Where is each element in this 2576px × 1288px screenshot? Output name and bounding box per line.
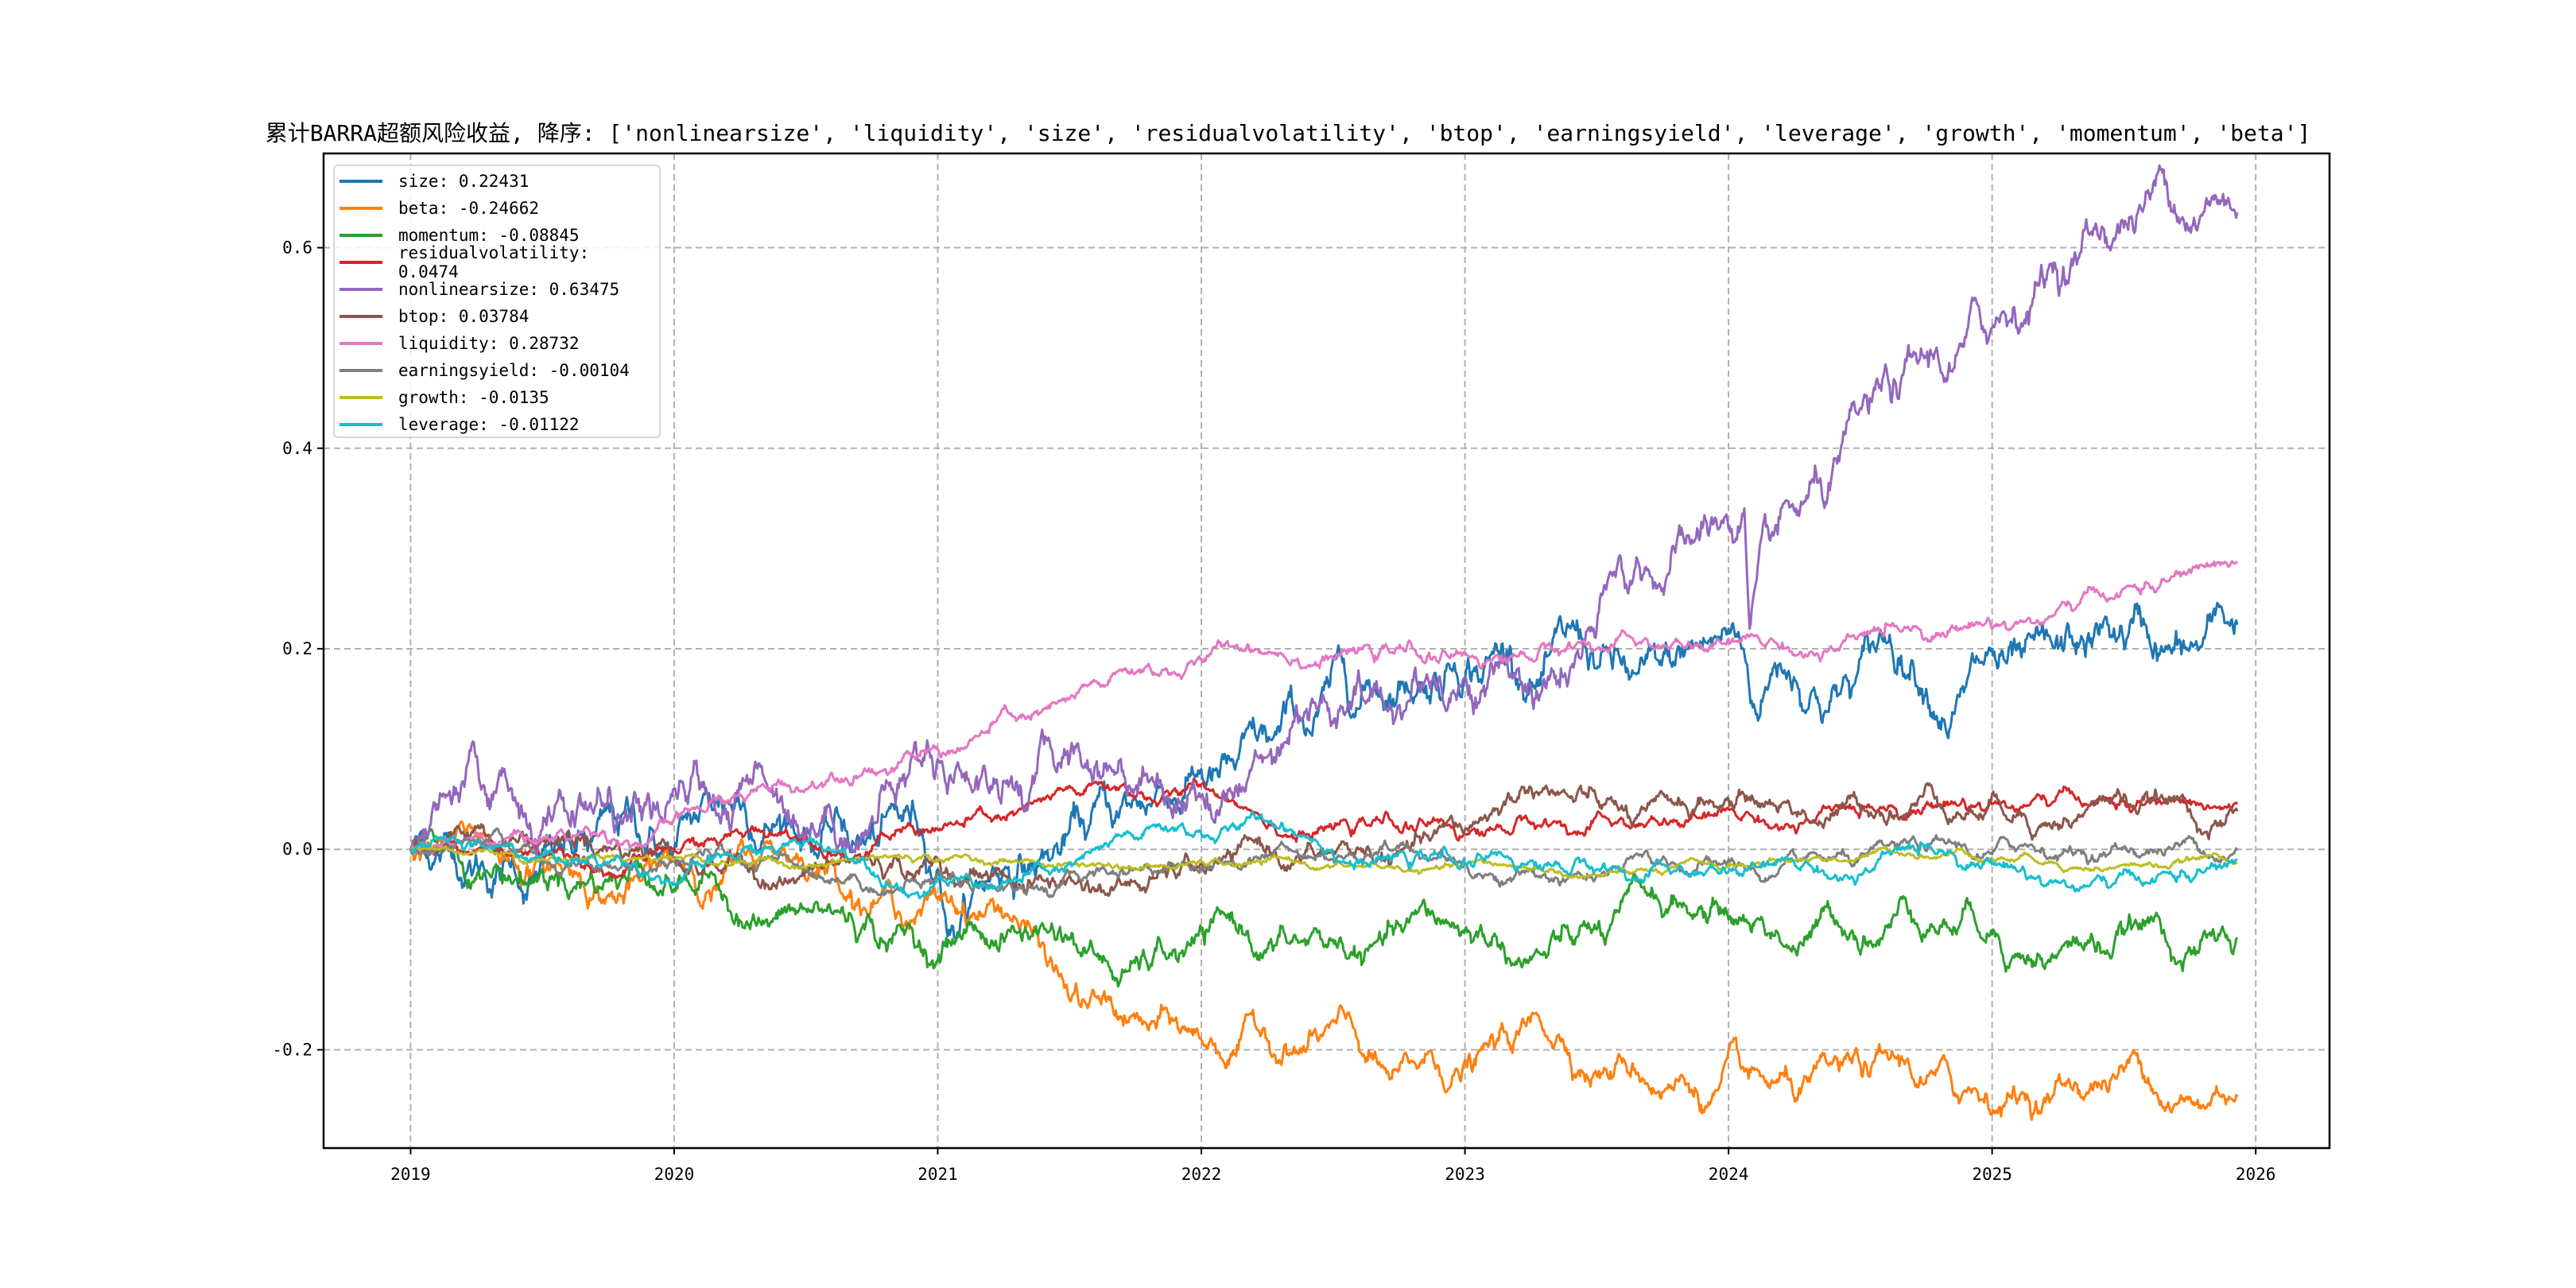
legend-label: btop: 0.03784 bbox=[398, 307, 530, 326]
plot-frame bbox=[322, 152, 2331, 1150]
y-tick-label: 0.4 bbox=[282, 439, 312, 458]
y-tick-label: 0.2 bbox=[282, 639, 312, 658]
y-tick-label: 0.6 bbox=[282, 239, 312, 258]
x-tick-label: 2022 bbox=[1181, 1165, 1222, 1184]
legend-item-residualvolatility: residualvolatility: 0.0474 bbox=[339, 243, 659, 281]
legend-item-btop: btop: 0.03784 bbox=[339, 303, 529, 330]
legend-item-momentum: momentum: -0.08845 bbox=[339, 222, 580, 249]
legend-item-beta: beta: -0.24662 bbox=[339, 195, 539, 222]
legend-swatch bbox=[339, 396, 382, 399]
legend-item-nonlinearsize: nonlinearsize: 0.63475 bbox=[339, 276, 619, 303]
legend: size: 0.22431 beta: -0.24662 momentum: -0.… bbox=[333, 165, 661, 438]
legend-swatch bbox=[339, 315, 382, 318]
x-axis: 2019 2020 2021 2022 2023 2024 2025 2026 bbox=[390, 1148, 2275, 1184]
legend-swatch bbox=[339, 288, 382, 291]
legend-label: size: 0.22431 bbox=[398, 172, 530, 191]
legend-label: earningsyield: -0.00104 bbox=[398, 361, 630, 380]
legend-swatch bbox=[339, 180, 382, 183]
legend-label: beta: -0.24662 bbox=[398, 199, 540, 218]
series-line-momentum bbox=[409, 828, 2239, 988]
series-line-size bbox=[409, 602, 2239, 942]
legend-swatch bbox=[339, 342, 382, 345]
series-lines bbox=[409, 164, 2239, 1121]
series-line-leverage bbox=[410, 810, 2238, 900]
legend-item-earningsyield: earningsyield: -0.00104 bbox=[339, 357, 630, 384]
series-line-beta bbox=[409, 820, 2239, 1121]
x-tick-label: 2021 bbox=[918, 1165, 958, 1184]
legend-swatch bbox=[339, 207, 382, 210]
x-tick-label: 2025 bbox=[1972, 1165, 2012, 1184]
y-axis: -0.2 0.0 0.2 0.4 0.6 bbox=[272, 239, 324, 1059]
legend-item-growth: growth: -0.0135 bbox=[339, 384, 549, 411]
x-tick-label: 2019 bbox=[390, 1165, 431, 1184]
legend-label: nonlinearsize: 0.63475 bbox=[398, 280, 620, 299]
series-line-earningsyield bbox=[410, 827, 2239, 898]
legend-item-size: size: 0.22431 bbox=[339, 168, 529, 195]
chart-title: 累计BARRA超额风险收益, 降序: ['nonlinearsize', 'li… bbox=[265, 120, 2311, 146]
series-line-growth bbox=[409, 845, 2238, 879]
x-tick-label: 2020 bbox=[654, 1165, 695, 1184]
y-tick-label: 0.0 bbox=[282, 840, 312, 859]
legend-label: residualvolatility: 0.0474 bbox=[398, 243, 590, 281]
legend-item-leverage: leverage: -0.01122 bbox=[339, 411, 580, 438]
legend-label: growth: -0.0135 bbox=[398, 388, 549, 407]
x-tick-label: 2023 bbox=[1445, 1165, 1485, 1184]
legend-label: leverage: -0.01122 bbox=[398, 415, 580, 434]
legend-label: momentum: -0.08845 bbox=[398, 226, 580, 245]
legend-swatch bbox=[339, 261, 382, 264]
series-line-nonlinearsize bbox=[409, 164, 2239, 855]
legend-item-liquidity: liquidity: 0.28732 bbox=[339, 330, 580, 357]
x-tick-label: 2024 bbox=[1709, 1165, 1749, 1184]
series-line-residualvolatility bbox=[410, 777, 2239, 879]
series-line-liquidity bbox=[409, 560, 2239, 855]
legend-label: liquidity: 0.28732 bbox=[398, 334, 580, 353]
legend-swatch bbox=[339, 369, 382, 372]
x-tick-label: 2026 bbox=[2236, 1165, 2276, 1184]
legend-swatch bbox=[339, 423, 382, 426]
y-tick-label: -0.2 bbox=[272, 1040, 312, 1059]
legend-swatch bbox=[339, 234, 382, 237]
